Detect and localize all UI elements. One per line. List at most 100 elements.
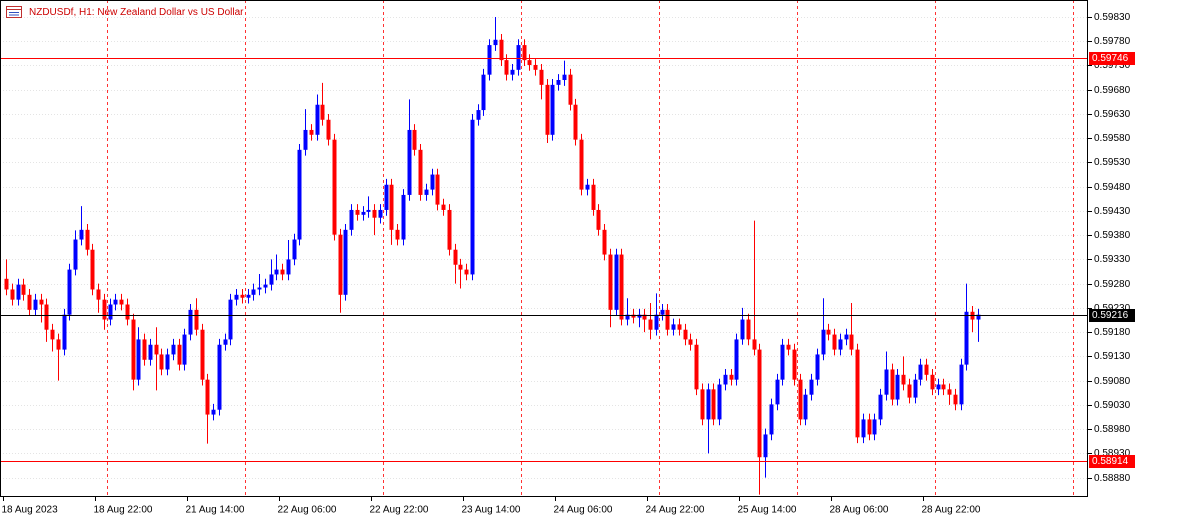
y-tick-label: 0.59180: [1094, 327, 1131, 338]
candle-body: [522, 45, 527, 61]
x-tick-label: 18 Aug 2023: [2, 505, 59, 516]
candle-body: [493, 39, 498, 46]
candle-body: [481, 74, 486, 111]
x-tick-label: 24 Aug 22:00: [646, 505, 705, 516]
x-tick-label: 25 Aug 14:00: [738, 505, 797, 516]
candle-body: [579, 139, 584, 190]
candle-body: [769, 404, 774, 435]
candle-body: [941, 384, 946, 390]
candle-body: [803, 394, 808, 420]
candle-body: [654, 314, 659, 330]
candle-body: [867, 419, 872, 435]
candle-body: [688, 339, 693, 345]
candle-body: [234, 294, 239, 300]
candle-body: [901, 374, 906, 385]
y-tick-label: 0.59030: [1094, 400, 1131, 411]
candle-body: [73, 239, 78, 270]
candle-body: [200, 329, 205, 380]
candle-layer: [4, 16, 981, 495]
candle-body: [757, 349, 762, 458]
x-tick-label: 28 Aug 06:00: [830, 505, 889, 516]
y-tick-label: 0.59130: [1094, 351, 1131, 362]
candle-body: [683, 329, 688, 340]
candle-body: [412, 129, 417, 150]
candle-body: [85, 229, 90, 250]
candle-body: [39, 299, 44, 305]
x-tick-label: 18 Aug 22:00: [94, 505, 153, 516]
price-level-label: 0.59216: [1092, 310, 1129, 321]
y-tick-label: 0.59580: [1094, 133, 1131, 144]
x-tick-label: 21 Aug 14:00: [186, 505, 245, 516]
candle-body: [729, 374, 734, 380]
candle-body: [384, 184, 389, 210]
x-tick-label: 24 Aug 06:00: [554, 505, 613, 516]
candle-body: [33, 299, 38, 310]
candle-body: [418, 149, 423, 195]
candle-body: [27, 294, 32, 310]
candle-body: [510, 69, 515, 75]
candle-body: [274, 269, 279, 275]
plot-border: [0, 0, 1088, 497]
candle-body: [349, 209, 354, 230]
candle-body: [79, 229, 84, 240]
candle-body: [619, 254, 624, 320]
candle-body: [499, 39, 504, 61]
chart-title: NZDUSDf, H1: New Zealand Dollar vs US Do…: [29, 7, 244, 18]
price-level-box: [1089, 309, 1135, 322]
candle-body: [838, 339, 843, 350]
candle-body: [395, 229, 400, 240]
candle-body: [320, 104, 325, 120]
candle-body: [217, 344, 222, 410]
candle-body: [959, 364, 964, 405]
y-tick-label: 0.59430: [1094, 206, 1131, 217]
candle-body: [303, 129, 308, 150]
candle-body: [309, 129, 314, 135]
candle-body: [786, 344, 791, 350]
candle-body: [706, 389, 711, 420]
candle-body: [573, 104, 578, 140]
candle-body: [171, 344, 176, 355]
candle-body: [96, 289, 101, 300]
candle-body: [844, 334, 849, 340]
candle-body: [286, 259, 291, 275]
y-tick-label: 0.59080: [1094, 376, 1131, 387]
candle-body: [355, 209, 360, 215]
candle-body: [90, 249, 95, 290]
candle-body: [257, 287, 262, 290]
candle-body: [223, 339, 228, 345]
candle-body: [240, 294, 245, 298]
y-tick-label: 0.59380: [1094, 230, 1131, 241]
candle-body: [591, 184, 596, 210]
candle-body: [849, 334, 854, 350]
candle-body: [826, 329, 831, 335]
candle-body: [545, 84, 550, 135]
candle-body: [280, 269, 285, 275]
candle-body: [154, 344, 159, 355]
y-tick-label: 0.58930: [1094, 448, 1131, 459]
candle-body: [372, 209, 377, 218]
candle-body: [930, 374, 935, 390]
candle-body: [539, 69, 544, 85]
candle-body: [625, 314, 630, 320]
candle-body: [332, 139, 337, 235]
candle-body: [809, 379, 814, 395]
candle-body: [338, 234, 343, 295]
candle-body: [872, 419, 877, 435]
candle-body: [947, 389, 952, 395]
candle-body: [447, 209, 452, 250]
candle-body: [527, 60, 532, 65]
y-tick-label: 0.59680: [1094, 85, 1131, 96]
candle-body: [441, 204, 446, 210]
candle-body: [637, 314, 642, 318]
y-tick-label: 0.59530: [1094, 157, 1131, 168]
candle-body: [389, 184, 394, 230]
candle-body: [855, 349, 860, 438]
candle-body: [596, 209, 601, 230]
candle-body: [792, 349, 797, 380]
y-tick-label: 0.58980: [1094, 424, 1131, 435]
candle-body: [44, 304, 49, 330]
candle-body: [660, 309, 665, 315]
candle-body: [4, 278, 9, 290]
